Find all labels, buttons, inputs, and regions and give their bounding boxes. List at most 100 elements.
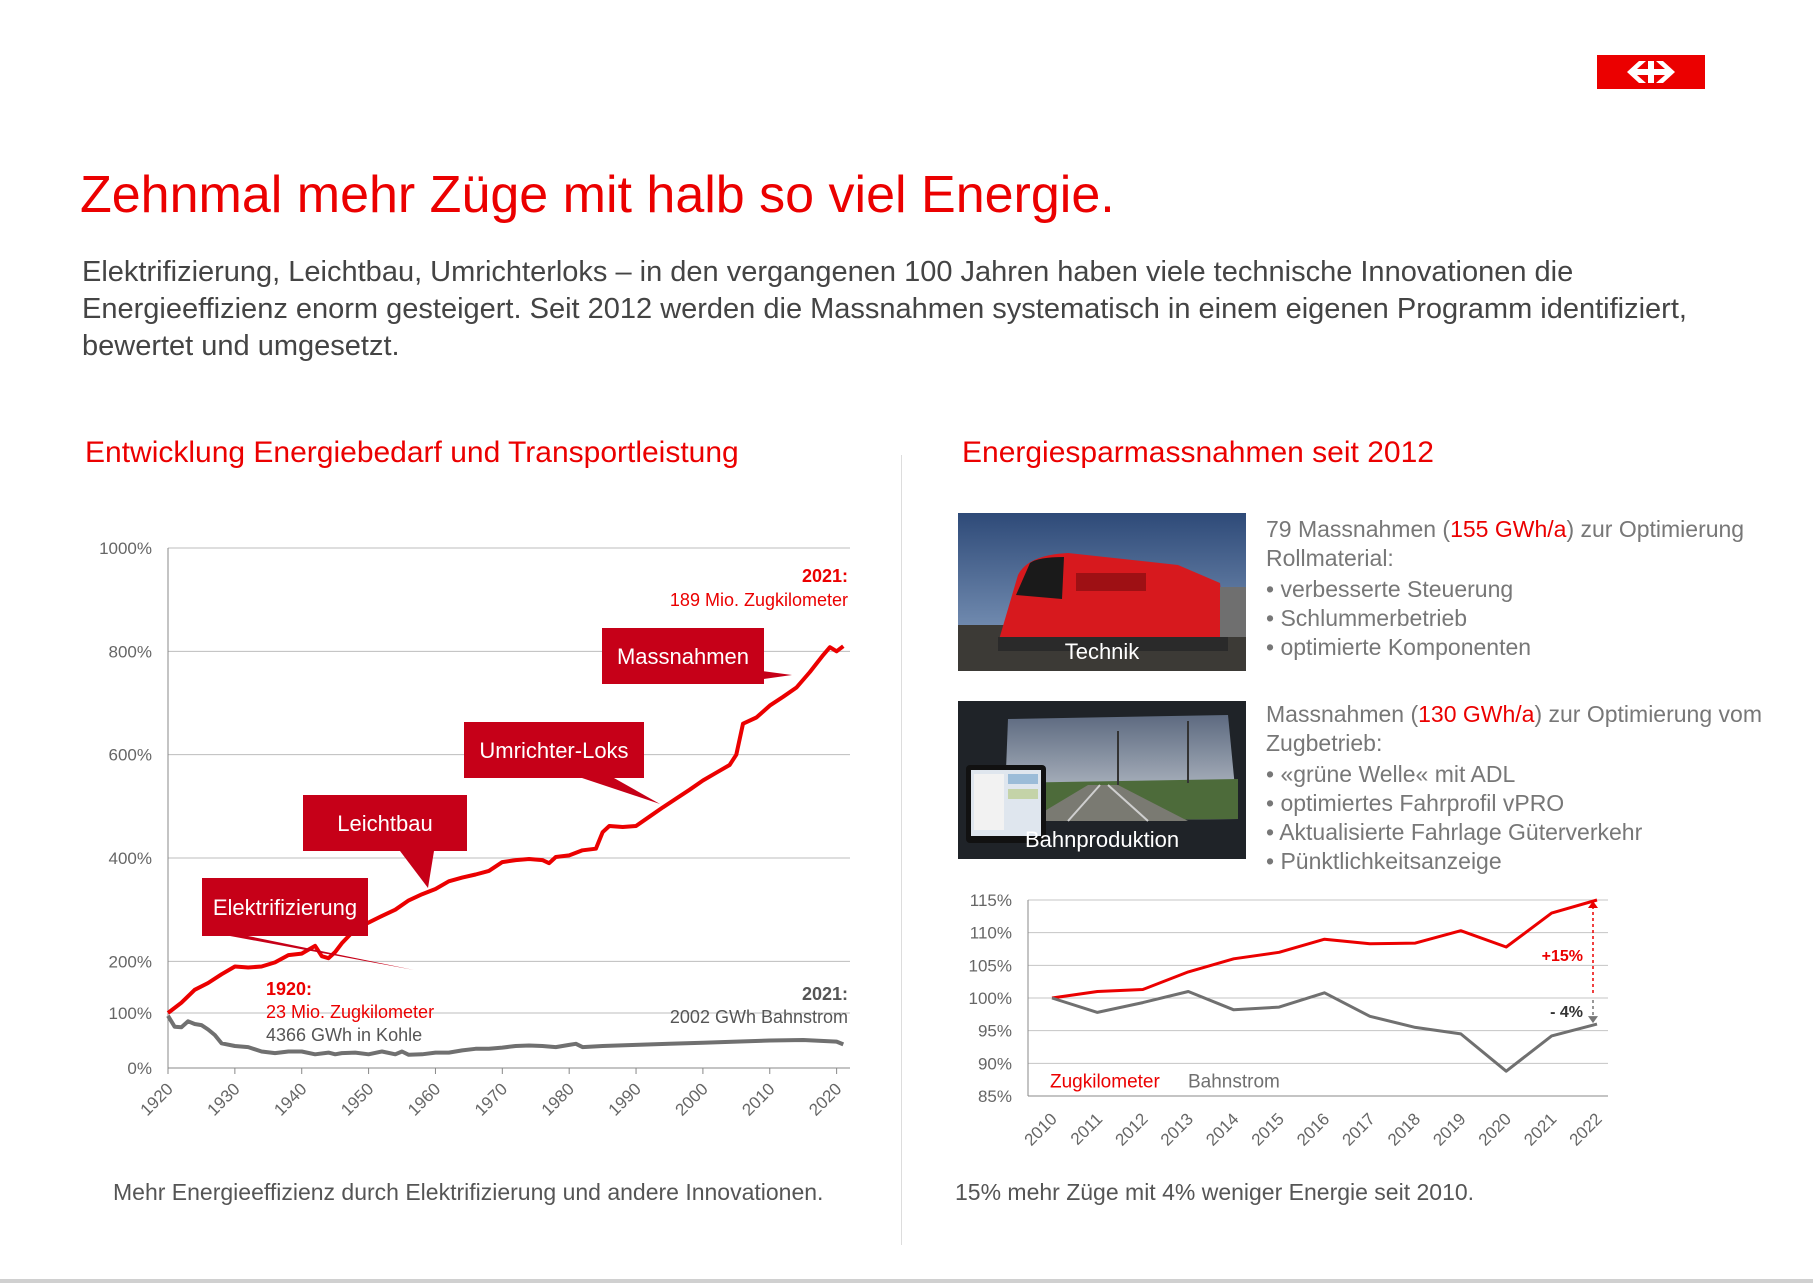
left-section-title: Entwicklung Energiebedarf und Transportl… bbox=[85, 436, 739, 469]
legend-bahnstrom: Bahnstrom bbox=[1188, 1072, 1280, 1093]
x-tick-label: 2012 bbox=[1111, 1109, 1151, 1149]
y-tick-label: 95% bbox=[978, 1022, 1012, 1041]
y-tick-label: 100% bbox=[969, 989, 1012, 1008]
savings-chart: 85%90%95%100%105%110%115% 2010 2011 2012 20… bbox=[969, 891, 1608, 1150]
list-item: optimierte Komponenten bbox=[1266, 633, 1786, 662]
zugbetrieb-gwh: 130 GWh/a bbox=[1418, 701, 1535, 727]
list-item: Schlummerbetrieb bbox=[1266, 604, 1786, 633]
energy-transport-chart: 0% 100% 200% 400% 600% 800% 1000% 1920 1930 1940… bbox=[99, 539, 850, 1120]
plus-15-arrowhead bbox=[1588, 901, 1598, 908]
callout-box bbox=[602, 628, 764, 684]
technik-photo: Technik bbox=[958, 513, 1246, 671]
zugkilometer-line bbox=[166, 644, 845, 1015]
x-tick-label: 2018 bbox=[1384, 1109, 1424, 1149]
x-tick-label: 2010 bbox=[1021, 1109, 1061, 1149]
y-tick-label: 90% bbox=[978, 1054, 1012, 1073]
sbb-logo bbox=[1597, 55, 1705, 89]
list-item: «grüne Welle« mit ADL bbox=[1266, 760, 1806, 789]
zugbetrieb-heading: Massnahmen (130 GWh/a) zur Optimierung v… bbox=[1266, 701, 1762, 756]
bahnproduktion-label: Bahnproduktion bbox=[1024, 827, 1180, 852]
x-tick-label: 2010 bbox=[738, 1079, 778, 1119]
chart1-annotations: 2021: 189 Mio. Zugkilometer 1920: 23 Mio… bbox=[266, 566, 848, 1045]
callout-pointer bbox=[400, 851, 434, 888]
x-tick-label: 1930 bbox=[204, 1079, 244, 1119]
sbb-arrows-icon bbox=[1627, 61, 1675, 83]
callout-label: Massnahmen bbox=[617, 644, 749, 669]
chart2-x-ticks: 2010 2011 2012 2013 2014 2015 2016 2017 2018 2019… bbox=[1021, 1109, 1606, 1149]
x-tick-label: 2020 bbox=[1475, 1109, 1515, 1149]
rollmaterial-list: verbesserte Steuerung Schlummerbetrieb o… bbox=[1266, 575, 1786, 662]
minus-4-label: - 4% bbox=[1550, 1004, 1583, 1021]
callout-leichtbau: Leichtbau bbox=[303, 795, 467, 888]
callout-label: Umrichter-Loks bbox=[479, 738, 628, 763]
callout-umrichter-loks: Umrichter-Loks bbox=[464, 722, 660, 804]
x-tick-label: 1970 bbox=[471, 1079, 511, 1119]
chart2-grid bbox=[1027, 899, 1608, 1097]
x-tick-label: 2016 bbox=[1293, 1109, 1333, 1149]
bahnstrom-line bbox=[166, 1014, 845, 1057]
plus-15-label: +15% bbox=[1542, 948, 1583, 965]
zugkilometer-line-2 bbox=[1051, 898, 1598, 1000]
x-tick-label: 1960 bbox=[404, 1079, 444, 1119]
list-item: Aktualisierte Fahrlage Güterverkehr bbox=[1266, 818, 1806, 847]
list-item: verbesserte Steuerung bbox=[1266, 575, 1786, 604]
zugbetrieb-list: «grüne Welle« mit ADL optimiertes Fahrpr… bbox=[1266, 760, 1806, 876]
callout-label: Leichtbau bbox=[337, 811, 432, 836]
x-tick-label: 2022 bbox=[1566, 1109, 1606, 1149]
x-tick-label: 2019 bbox=[1429, 1109, 1469, 1149]
column-divider bbox=[901, 455, 902, 1245]
bottom-rule bbox=[0, 1279, 1813, 1283]
chart2-lines bbox=[1051, 898, 1598, 1073]
x-tick-label: 1920 bbox=[137, 1079, 177, 1119]
y-tick-label: 0% bbox=[127, 1059, 152, 1078]
start-year-label: 1920: bbox=[266, 979, 312, 999]
chart1-x-ticks: 1920 1930 1940 1950 1960 1970 1980 1990 2000 2010… bbox=[137, 1068, 845, 1120]
x-tick-label: 1940 bbox=[270, 1079, 310, 1119]
x-tick-label: 2014 bbox=[1202, 1109, 1242, 1149]
callout-pointer bbox=[230, 936, 414, 970]
chart2-y-ticks: 85% 90% 95% 100% 105% 110% 115% bbox=[969, 891, 1012, 1106]
technik-label: Technik bbox=[1064, 639, 1140, 664]
x-tick-label: 2015 bbox=[1248, 1109, 1288, 1149]
x-tick-label: 2020 bbox=[805, 1079, 845, 1119]
bahnstrom-line-2 bbox=[1051, 990, 1598, 1073]
end-energy-year-label: 2021: bbox=[802, 984, 848, 1004]
end-energy-label: 2002 GWh Bahnstrom bbox=[670, 1007, 848, 1027]
right-section-title: Energiesparmassnahmen seit 2012 bbox=[962, 436, 1434, 469]
y-tick-label: 110% bbox=[970, 924, 1012, 943]
zugbetrieb-info: Massnahmen (130 GWh/a) zur Optimierung v… bbox=[1266, 700, 1806, 876]
cab-view-image bbox=[958, 701, 1246, 859]
y-tick-label: 800% bbox=[109, 642, 152, 661]
intro-text: Elektrifizierung, Leichtbau, Umrichterlo… bbox=[82, 256, 1687, 362]
callout-box bbox=[303, 795, 467, 851]
list-item: Pünktlichkeitsanzeige bbox=[1266, 847, 1806, 876]
x-tick-label: 2021 bbox=[1520, 1109, 1560, 1149]
start-zugkm-label: 23 Mio. Zugkilometer bbox=[266, 1002, 434, 1022]
list-item: optimiertes Fahrprofil vPRO bbox=[1266, 789, 1806, 818]
callout-box bbox=[464, 722, 644, 778]
page-title: Zehnmal mehr Züge mit halb so viel Energ… bbox=[80, 166, 1115, 224]
end-zugkm-label: 189 Mio. Zugkilometer bbox=[670, 590, 848, 610]
rollmaterial-gwh: 155 GWh/a bbox=[1450, 516, 1567, 542]
chart2-annotations: +15% - 4% Zugkilometer Bahnstrom bbox=[1050, 901, 1598, 1093]
chart1-callouts: Elektrifizierung Leichtbau Umrichter-Loks M… bbox=[202, 628, 792, 970]
x-tick-label: 1980 bbox=[538, 1079, 578, 1119]
x-tick-label: 2011 bbox=[1067, 1109, 1106, 1148]
y-tick-label: 600% bbox=[109, 746, 152, 765]
locomotive-image bbox=[958, 513, 1246, 671]
end-year-label: 2021: bbox=[802, 566, 848, 586]
x-tick-label: 2017 bbox=[1339, 1109, 1379, 1149]
x-tick-label: 1950 bbox=[337, 1079, 377, 1119]
x-tick-label: 2000 bbox=[672, 1079, 712, 1119]
x-tick-label: 1990 bbox=[605, 1079, 645, 1119]
callout-box bbox=[202, 878, 368, 936]
y-tick-label: 1000% bbox=[99, 539, 152, 558]
chart1-y-ticks: 0% 100% 200% 400% 600% 800% 1000% bbox=[99, 539, 152, 1078]
y-tick-label: 105% bbox=[969, 956, 1012, 975]
y-tick-label: 85% bbox=[978, 1087, 1012, 1106]
y-tick-label: 100% bbox=[109, 1004, 152, 1023]
rollmaterial-heading: 79 Massnahmen (155 GWh/a) zur Optimierun… bbox=[1266, 516, 1745, 571]
callout-label: Elektrifizierung bbox=[213, 895, 357, 920]
left-caption: Mehr Energieeffizienz durch Elektrifizie… bbox=[113, 1179, 824, 1205]
y-tick-label: 400% bbox=[109, 849, 152, 868]
